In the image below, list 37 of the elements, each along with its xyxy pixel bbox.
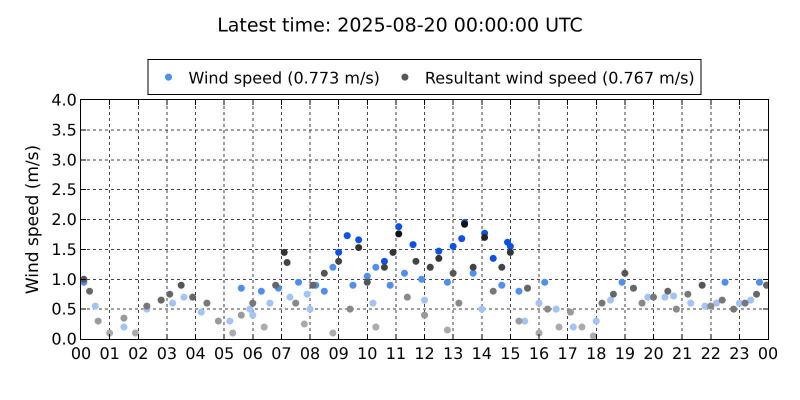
x-tick-label: 14 bbox=[472, 344, 492, 364]
x-tick-label: 23 bbox=[729, 344, 750, 364]
y-tick-label: 1.0 bbox=[51, 270, 77, 289]
y-tick-label: 2.0 bbox=[51, 210, 77, 230]
legend-label: Resultant wind speed (0.767 m/s) bbox=[424, 68, 695, 88]
x-tick-label: 15 bbox=[500, 344, 521, 364]
y-tick-label: 1.5 bbox=[51, 240, 77, 259]
y-tick-label: 2.5 bbox=[51, 180, 77, 200]
x-tick-label: 02 bbox=[128, 344, 148, 364]
x-tick-label: 19 bbox=[614, 344, 636, 364]
y-tick-label: 3.0 bbox=[51, 150, 77, 170]
x-tick-label: 00 bbox=[70, 344, 92, 364]
x-tick-label: 22 bbox=[700, 344, 721, 364]
x-tick-label: 08 bbox=[300, 344, 320, 364]
x-tick-label: 06 bbox=[242, 344, 263, 364]
x-tick-label: 10 bbox=[357, 344, 378, 364]
x-tick-label: 17 bbox=[557, 344, 578, 364]
y-tick-label: 0.5 bbox=[51, 300, 77, 319]
x-tick-label: 13 bbox=[442, 344, 464, 364]
y-axis-title: Wind speed (m/s) bbox=[22, 144, 43, 294]
x-tick-label: 03 bbox=[156, 344, 178, 364]
x-tick-label: 07 bbox=[271, 344, 292, 364]
x-tick-label: 01 bbox=[99, 344, 120, 364]
x-tick-label: 12 bbox=[414, 344, 435, 364]
x-tick-label: 05 bbox=[214, 344, 234, 364]
x-tick-label: 04 bbox=[185, 344, 206, 364]
chart-title: Latest time: 2025-08-20 00:00:00 UTC bbox=[217, 14, 583, 36]
x-tick-label: 21 bbox=[672, 344, 692, 364]
x-tick-label: 18 bbox=[586, 344, 606, 364]
x-tick-label: 16 bbox=[528, 344, 550, 364]
x-tick-label: 11 bbox=[386, 344, 406, 364]
x-tick-label: 20 bbox=[643, 344, 664, 364]
x-tick-label: 00 bbox=[758, 344, 778, 364]
y-tick-label: 4.0 bbox=[51, 90, 77, 110]
legend-label: Wind speed (0.773 m/s) bbox=[188, 68, 380, 88]
y-tick-label: 3.5 bbox=[51, 120, 77, 140]
x-tick-label: 09 bbox=[328, 344, 349, 364]
